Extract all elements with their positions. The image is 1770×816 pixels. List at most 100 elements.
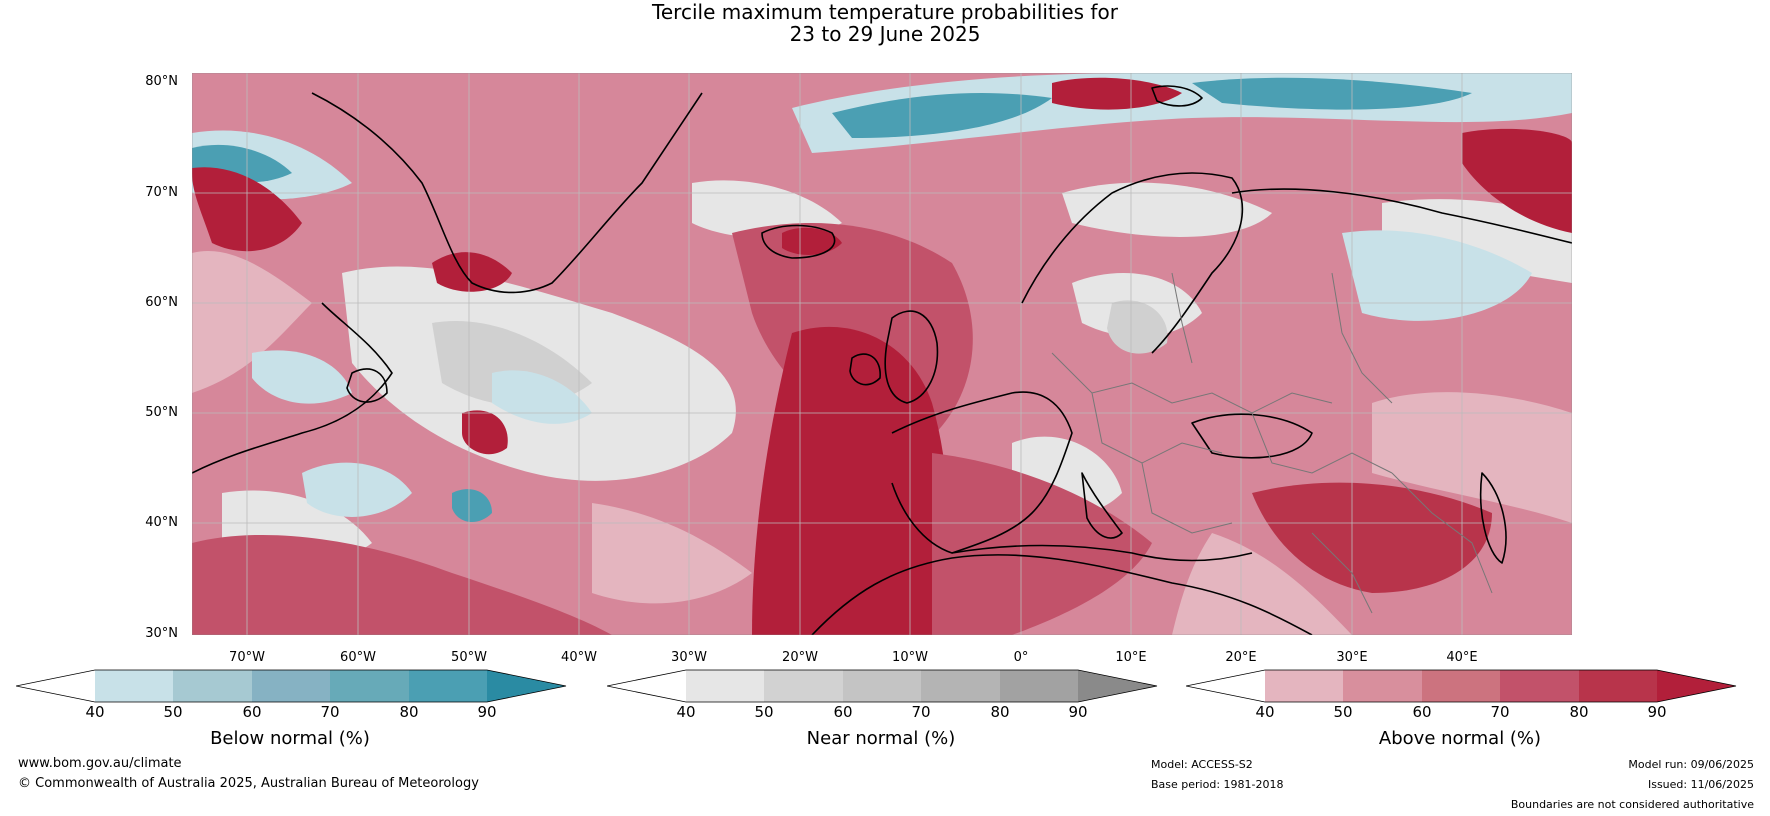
colorbar-near-normal — [607, 669, 1158, 703]
lon-label-20w: 20°W — [782, 650, 818, 665]
arctic-russia-coast — [1231, 188, 1572, 244]
colorbar-segment-near-1 — [686, 670, 764, 702]
light-red-region — [1372, 392, 1572, 523]
tick-near-60: 60 — [833, 703, 853, 721]
europe-coast — [891, 391, 1073, 554]
colorbar-segment-above-3 — [1422, 670, 1500, 702]
tick-above-80: 80 — [1569, 703, 1589, 721]
model-text: Model: ACCESS-S2 — [1151, 758, 1253, 771]
tick-below-60: 60 — [242, 703, 262, 721]
map-subtitle: 23 to 29 June 2025 — [789, 22, 981, 46]
lon-label-0: 0° — [1013, 650, 1029, 665]
above-normal-strong-region — [1462, 128, 1572, 233]
colorbar-segment-near-6 — [1078, 670, 1157, 702]
lon-label-40w: 40°W — [561, 650, 597, 665]
tick-above-60: 60 — [1412, 703, 1432, 721]
legend-caption-near: Near normal (%) — [806, 728, 956, 749]
lon-label-50w: 50°W — [451, 650, 487, 665]
disclaimer-text: Boundaries are not considered authoritat… — [1510, 798, 1754, 811]
lon-label-70w: 70°W — [229, 650, 265, 665]
light-red-region — [592, 503, 752, 604]
lon-label-60w: 60°W — [340, 650, 376, 665]
map-title: Tercile maximum temperature probabilitie… — [652, 0, 1118, 24]
above-normal-strong-region — [932, 453, 1152, 635]
colorbar-segment-above-0 — [1186, 670, 1265, 702]
below-normal-region — [1192, 77, 1472, 110]
probability-map — [192, 73, 1572, 635]
tick-below-40: 40 — [85, 703, 105, 721]
colorbar-segment-above-6 — [1657, 670, 1736, 702]
lon-label-30w: 30°W — [671, 650, 707, 665]
below-normal-region — [492, 370, 592, 424]
canada-coast — [192, 302, 393, 474]
copyright-text: © Commonwealth of Australia 2025, Austra… — [18, 776, 479, 791]
colorbar-segment-below-4 — [330, 670, 409, 702]
legend-caption-below: Below normal (%) — [210, 728, 370, 749]
light-red-region — [192, 251, 312, 393]
lon-label-20e: 20°E — [1225, 650, 1257, 665]
graticule — [192, 73, 1572, 635]
colorbar-segment-above-1 — [1265, 670, 1343, 702]
tick-below-50: 50 — [163, 703, 183, 721]
near-normal-region — [1062, 182, 1272, 237]
svalbard-coast — [1151, 85, 1203, 107]
above-normal-strong-region — [432, 252, 512, 292]
below-normal-region — [1342, 230, 1532, 321]
legend-caption-above: Above normal (%) — [1378, 728, 1542, 749]
colorbar-segment-above-5 — [1579, 670, 1657, 702]
above-normal-strong-region — [782, 227, 842, 255]
colorbar-segment-below-1 — [95, 670, 173, 702]
colorbar-below-normal — [16, 669, 567, 703]
ireland-coast — [849, 353, 881, 386]
near-normal-region — [1382, 199, 1572, 283]
tick-near-40: 40 — [676, 703, 696, 721]
coastlines — [192, 85, 1572, 635]
tick-near-50: 50 — [754, 703, 774, 721]
below-normal-region — [832, 93, 1052, 138]
above-normal-strong-region — [1052, 77, 1182, 110]
lat-label-40n: 40°N — [145, 515, 178, 530]
caspian-coast — [1479, 472, 1507, 564]
north-africa-coast — [811, 554, 1313, 635]
political-borders — [1051, 272, 1493, 614]
tick-above-50: 50 — [1333, 703, 1353, 721]
model-run-text: Model run: 09/06/2025 — [1628, 758, 1754, 771]
scandinavia-coast — [1021, 172, 1244, 354]
colorbar-segment-near-0 — [607, 670, 686, 702]
colorbar-segment-near-3 — [843, 670, 921, 702]
website-link[interactable]: www.bom.gov.au/climate — [18, 756, 182, 771]
italy-coast — [1081, 472, 1123, 539]
colorbar-segment-below-3 — [252, 670, 330, 702]
colorbar-segment-below-2 — [173, 670, 252, 702]
near-normal-region — [1107, 300, 1168, 354]
tick-near-80: 80 — [990, 703, 1010, 721]
lat-label-70n: 70°N — [145, 185, 178, 200]
newfoundland-coast — [346, 368, 388, 403]
black-sea-coast — [1191, 413, 1313, 459]
colorbar-segment-below-0 — [16, 670, 95, 702]
tick-below-90: 90 — [477, 703, 497, 721]
above-normal-strong-region — [752, 326, 952, 635]
british-isles-coast — [884, 310, 939, 404]
colorbar-above-normal — [1186, 669, 1737, 703]
tick-below-80: 80 — [399, 703, 419, 721]
tick-near-70: 70 — [911, 703, 931, 721]
below-normal-region — [452, 489, 492, 523]
tick-above-90: 90 — [1647, 703, 1667, 721]
lon-label-30e: 30°E — [1336, 650, 1368, 665]
colorbar-segment-near-2 — [764, 670, 843, 702]
lon-label-40e: 40°E — [1446, 650, 1478, 665]
above-normal-strong-region — [1252, 482, 1492, 593]
tick-above-70: 70 — [1490, 703, 1510, 721]
map-canvas — [192, 73, 1572, 635]
lon-label-10w: 10°W — [892, 650, 928, 665]
base-period-text: Base period: 1981-2018 — [1151, 778, 1284, 791]
lat-label-60n: 60°N — [145, 295, 178, 310]
lon-label-10e: 10°E — [1115, 650, 1147, 665]
issued-text: Issued: 11/06/2025 — [1647, 778, 1754, 791]
colorbar-segment-above-4 — [1500, 670, 1579, 702]
lat-label-80n: 80°N — [145, 74, 178, 89]
tick-near-90: 90 — [1068, 703, 1088, 721]
lat-label-50n: 50°N — [145, 405, 178, 420]
iceland-coast — [761, 224, 836, 259]
